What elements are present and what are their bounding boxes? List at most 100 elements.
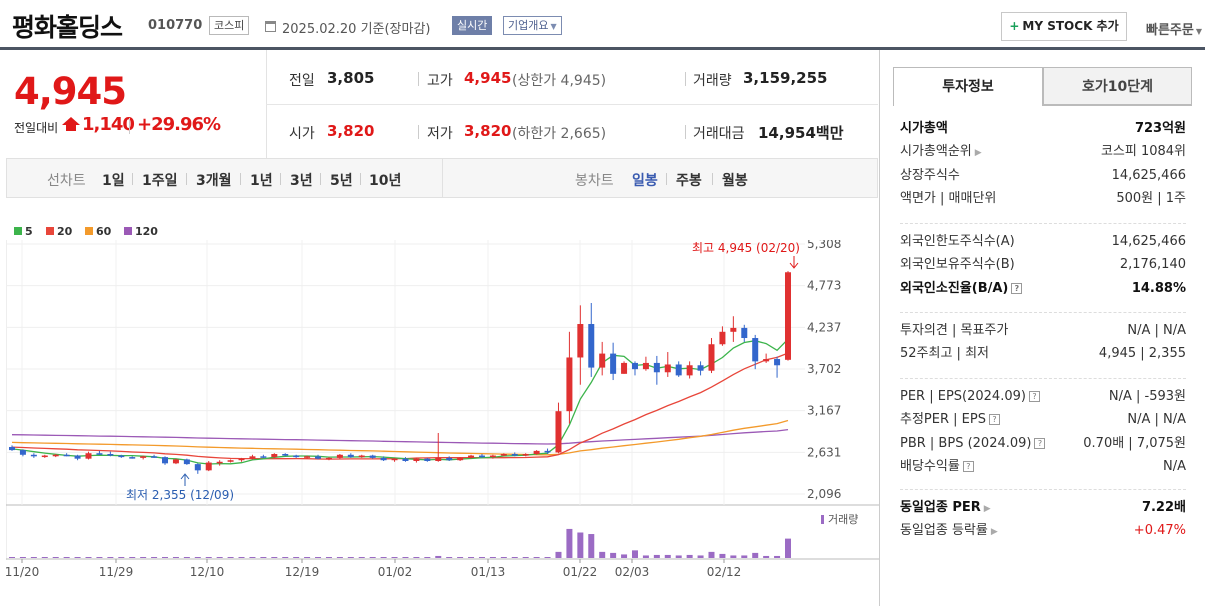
volume-bar xyxy=(424,557,431,558)
volume-label: 거래량 xyxy=(693,73,732,89)
candle-body xyxy=(183,459,190,465)
volume-bar xyxy=(708,551,715,558)
invest-row: 투자의견 | 목표주가 N/A | N/A xyxy=(900,320,1186,342)
invest-value: +0.47% xyxy=(1133,523,1186,539)
candle-body xyxy=(129,457,136,459)
mystock-label: MY STOCK 추가 xyxy=(1022,19,1119,33)
corp-overview-dropdown[interactable]: 기업개요 ▼ xyxy=(503,16,562,35)
period-1y[interactable]: 1년 xyxy=(250,173,273,189)
volume-bar xyxy=(402,557,409,558)
candle-body xyxy=(140,456,147,458)
invest-row[interactable]: 시가총액순위 ▶ 코스피 1084위 xyxy=(900,141,1186,163)
volume-bar xyxy=(544,557,551,558)
mystock-add-button[interactable]: + MY STOCK 추가 xyxy=(1001,12,1127,41)
period-3y[interactable]: 3년 xyxy=(290,173,313,189)
invest-row[interactable]: 추정PER | EPS? N/A | N/A xyxy=(900,409,1186,431)
help-icon[interactable]: ? xyxy=(1028,391,1040,402)
candle-monthly[interactable]: 월봉 xyxy=(722,173,748,189)
candle-body xyxy=(522,453,529,456)
chevron-right-icon[interactable]: ▶ xyxy=(983,504,991,514)
period-5y[interactable]: 5년 xyxy=(330,173,353,189)
legend-ma20: 20 xyxy=(46,225,72,238)
legend-label: 60 xyxy=(96,225,112,238)
y-tick-label: 2,096 xyxy=(807,487,841,501)
volume-bar xyxy=(435,555,442,558)
chevron-right-icon[interactable]: ▶ xyxy=(974,148,982,159)
divider xyxy=(132,173,133,185)
candle-daily[interactable]: 일봉 xyxy=(632,173,658,189)
invest-row[interactable]: PBR | BPS (2024.09)? 0.70배 | 7,075원 xyxy=(900,433,1186,455)
candle-body xyxy=(785,272,791,360)
quick-order-label: 빠른주문 xyxy=(1146,23,1194,38)
candle-body xyxy=(63,454,70,457)
candle-weekly[interactable]: 주봉 xyxy=(676,173,702,189)
invest-label: 52주최고 | 최저 xyxy=(900,346,989,362)
low-label: 저가 xyxy=(427,126,453,142)
candle-body xyxy=(555,411,562,453)
legend-swatch xyxy=(124,227,132,235)
candle-body xyxy=(566,357,573,412)
invest-row: 시가총액 723억원 xyxy=(900,118,1186,140)
divider xyxy=(900,489,1186,490)
invest-value: N/A | N/A xyxy=(1127,323,1186,338)
y-tick-label: 2,631 xyxy=(807,445,841,459)
tab-invest-info[interactable]: 투자정보 xyxy=(893,67,1043,105)
period-1w[interactable]: 1주일 xyxy=(142,173,178,189)
divider xyxy=(900,312,1186,313)
candle-body xyxy=(172,459,179,464)
realtime-button[interactable]: 실시간 xyxy=(452,16,493,35)
period-1d[interactable]: 1일 xyxy=(102,173,125,189)
quick-order-button[interactable]: 빠른주문 ▼ xyxy=(1146,19,1202,38)
volume-bar xyxy=(194,557,201,558)
calendar-icon xyxy=(265,21,276,32)
tab-orderbook[interactable]: 호가10단계 xyxy=(1043,67,1192,105)
help-icon[interactable]: ? xyxy=(988,414,1000,426)
invest-label: 시가총액 xyxy=(900,121,948,136)
invest-row: 상장주식수 14,625,466 xyxy=(900,165,1186,187)
change-percent: +29.96% xyxy=(137,114,221,135)
amount-unit: 백만 xyxy=(815,124,844,142)
invest-row: 외국인한도주식수(A) 14,625,466 xyxy=(900,231,1186,253)
candle-body xyxy=(752,338,759,362)
volume-bar xyxy=(129,557,136,558)
invest-row[interactable]: 동일업종 PER ▶ 7.22배 xyxy=(900,497,1186,519)
divider xyxy=(129,118,130,134)
help-icon[interactable]: ? xyxy=(1011,282,1023,294)
invest-row: 52주최고 | 최저 4,945 | 2,355 xyxy=(900,343,1186,365)
period-10y[interactable]: 10년 xyxy=(369,173,402,189)
invest-label: 투자의견 | 목표주가 xyxy=(900,323,1009,338)
chevron-right-icon[interactable]: ▶ xyxy=(990,527,998,538)
divider xyxy=(442,158,443,198)
stock-code: 010770 xyxy=(148,18,203,33)
high-label: 고가 xyxy=(427,73,453,89)
volume-bar xyxy=(41,557,48,558)
volume-bar xyxy=(741,555,748,558)
invest-row[interactable]: 배당수익률? N/A xyxy=(900,456,1186,478)
x-tick-label: 01/13 xyxy=(471,565,506,579)
volume-bar xyxy=(653,554,660,558)
candle-body xyxy=(489,455,496,458)
invest-row[interactable]: 외국인소진율(B/A)? 14.88% xyxy=(900,278,1186,300)
candle-body xyxy=(511,453,518,456)
volume-bar xyxy=(610,552,617,558)
amount-value: 14,954백만 xyxy=(758,122,844,143)
stock-chart[interactable]: 5,308 4,773 4,237 3,702 3,167 2,631 2,096 11/20… xyxy=(6,240,879,606)
volume-bar xyxy=(205,557,212,558)
line-chart-label: 선차트 xyxy=(47,173,86,189)
x-tick-label: 11/20 xyxy=(6,565,39,579)
volume-bar xyxy=(238,557,245,558)
low-arrow-head xyxy=(180,473,190,480)
period-3m[interactable]: 3개월 xyxy=(196,173,232,189)
x-tick-label: 02/03 xyxy=(615,565,650,579)
help-icon[interactable]: ? xyxy=(1034,437,1046,449)
invest-label: PBR | BPS (2024.09) xyxy=(900,435,1032,451)
market-badge: 코스피 xyxy=(209,16,250,35)
invest-row[interactable]: PER | EPS(2024.09)? N/A | -593원 xyxy=(900,386,1186,408)
help-icon[interactable]: ? xyxy=(962,460,974,472)
candle-body xyxy=(500,453,507,456)
volume-bar xyxy=(74,557,81,558)
invest-row[interactable]: 동일업종 등락률 ▶ +0.47% xyxy=(900,520,1186,542)
candle-chart-label: 봉차트 xyxy=(575,173,614,189)
legend-swatch xyxy=(85,227,93,235)
candle-body xyxy=(52,454,59,457)
